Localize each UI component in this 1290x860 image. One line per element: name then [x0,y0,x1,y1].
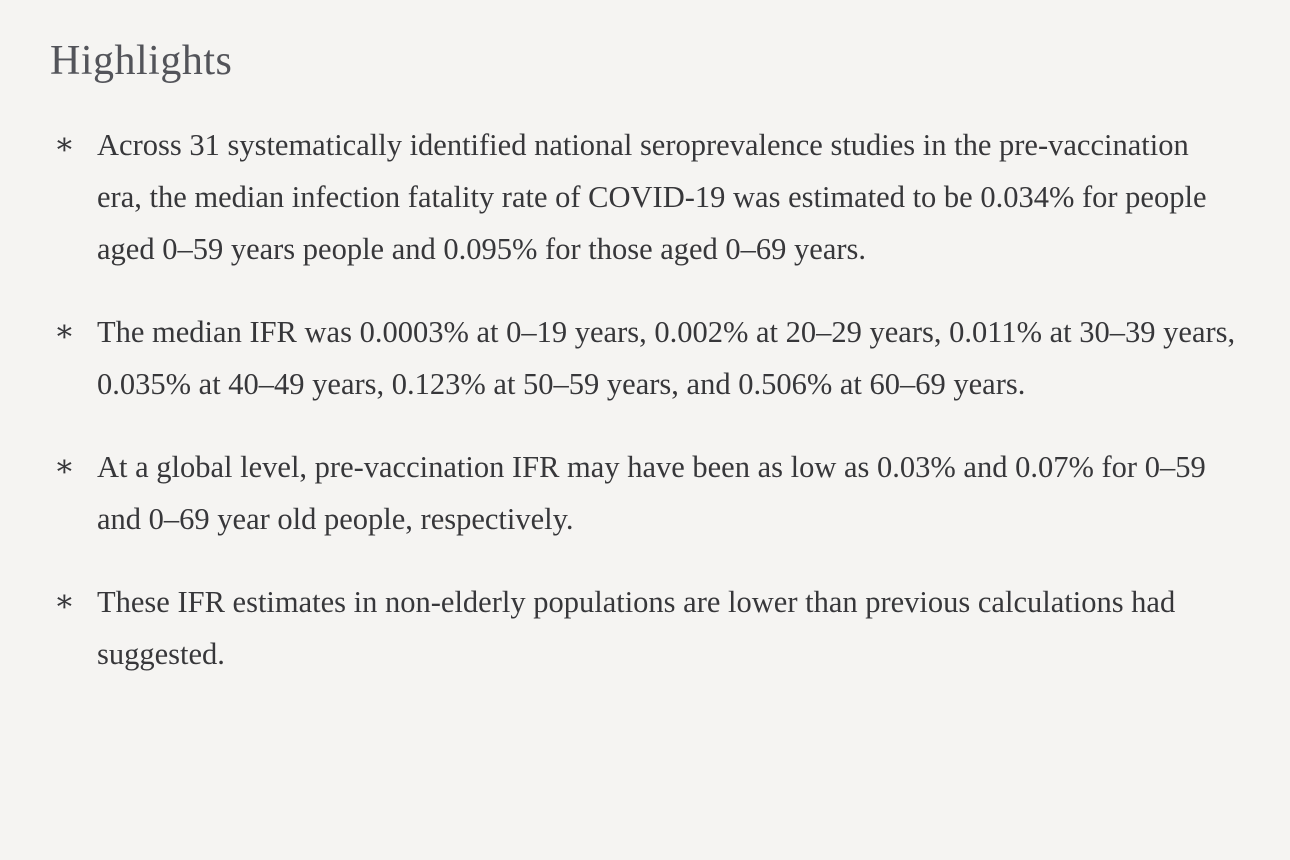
highlights-list: ∗ Across 31 systematically identified na… [50,119,1240,680]
highlight-text: These IFR estimates in non-elderly popul… [97,585,1176,672]
section-title: Highlights [50,38,233,84]
highlight-item: ∗ At a global level, pre-vaccination IFR… [50,441,1237,545]
highlight-text: The median IFR was 0.0003% at 0–19 years… [97,315,1236,402]
asterisk-bullet-icon: ∗ [54,449,75,485]
asterisk-bullet-icon: ∗ [54,314,75,350]
highlight-item: ∗ These IFR estimates in non-elderly pop… [50,576,1237,680]
highlight-item: ∗ Across 31 systematically identified na… [50,119,1237,275]
highlight-text: At a global level, pre-vaccination IFR m… [97,450,1206,537]
highlights-section: Highlights ∗ Across 31 systematically id… [50,38,1240,680]
asterisk-bullet-icon: ∗ [54,127,75,163]
asterisk-bullet-icon: ∗ [54,584,75,620]
highlight-text: Across 31 systematically identified nati… [97,128,1207,267]
highlight-item: ∗ The median IFR was 0.0003% at 0–19 yea… [50,306,1237,410]
